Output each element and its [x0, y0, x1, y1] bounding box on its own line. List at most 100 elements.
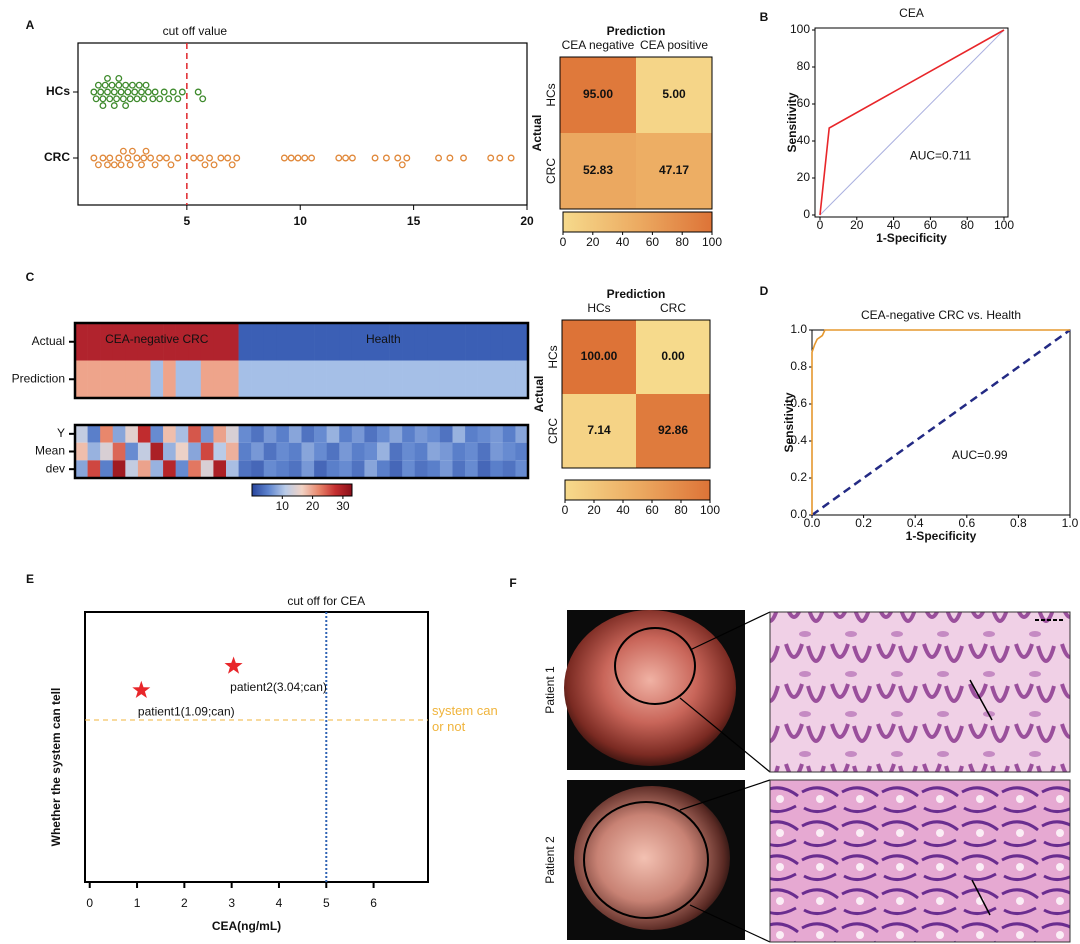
cell [226, 442, 239, 461]
point [197, 154, 204, 162]
cutoff-label: cut off for CEA [287, 594, 365, 608]
cell [112, 360, 126, 398]
x-tick-label: 0.2 [855, 516, 872, 530]
cell [414, 442, 428, 461]
point [151, 161, 159, 169]
panel-letter: C [26, 270, 35, 284]
point [348, 154, 356, 162]
cell [150, 460, 164, 478]
point [104, 74, 111, 82]
cell [150, 425, 164, 443]
point [174, 154, 182, 162]
point [301, 154, 309, 162]
cell [490, 425, 504, 443]
cell [490, 442, 504, 461]
cell [188, 442, 202, 461]
cell [515, 460, 529, 478]
cell [251, 323, 265, 361]
y-tick-label: 100 [790, 22, 810, 36]
point [224, 154, 232, 162]
colorbar-tick-label: 60 [646, 235, 660, 249]
cell [125, 425, 139, 443]
point [140, 95, 148, 103]
cell [562, 394, 636, 468]
colorbar-tick-label: 80 [676, 235, 690, 249]
cell [175, 460, 189, 478]
point [156, 95, 164, 103]
cell [301, 460, 315, 478]
point [149, 95, 157, 103]
cell [125, 323, 139, 361]
point [122, 102, 130, 110]
x-tick-label: 100 [994, 218, 1014, 232]
point [115, 81, 123, 89]
cell [263, 360, 277, 398]
cell [276, 425, 290, 443]
point [119, 95, 127, 103]
point [94, 81, 102, 89]
cell [477, 442, 491, 461]
cell [439, 442, 453, 461]
colorbar-tick-label: 20 [587, 503, 601, 517]
cell [263, 442, 277, 461]
point [160, 88, 168, 96]
cell [490, 323, 504, 361]
connector [689, 904, 771, 943]
cell-label: 95.00 [583, 87, 613, 101]
colorbar [564, 479, 711, 501]
cell [213, 460, 227, 478]
point [201, 161, 209, 169]
auc-label: AUC=0.711 [910, 149, 972, 163]
colorbar-tick-label: 100 [702, 235, 722, 249]
y-tick-label: 80 [797, 59, 811, 73]
x-tick-label: 80 [961, 218, 975, 232]
y-axis-label: Sensitivity [785, 92, 799, 152]
point [90, 88, 98, 96]
point [126, 161, 134, 169]
point [99, 102, 107, 110]
arrow [969, 679, 993, 721]
cell [351, 360, 365, 398]
point [199, 95, 207, 103]
point [133, 95, 141, 103]
cell [377, 323, 390, 361]
point [342, 154, 350, 162]
cell [288, 425, 302, 443]
cell [188, 323, 202, 361]
endoscopy-view [574, 786, 730, 930]
panel-letter: A [26, 18, 35, 32]
point [110, 161, 118, 169]
colorbar-tick-label: 0 [562, 503, 569, 517]
cell [351, 425, 365, 443]
colorbar [251, 483, 353, 497]
cell [200, 425, 214, 443]
cell [314, 460, 327, 478]
x-tick-label: 4 [276, 896, 283, 910]
point [394, 154, 402, 162]
point [117, 88, 125, 96]
reference-diagonal [819, 29, 1005, 216]
cell [200, 460, 214, 478]
cell [377, 360, 390, 398]
cell [414, 323, 428, 361]
cell [389, 425, 403, 443]
cell [339, 425, 353, 443]
point [124, 88, 132, 96]
cell [427, 442, 441, 461]
cell-label: 100.00 [581, 349, 618, 363]
cell [326, 442, 340, 461]
colorbar-tick-label: 20 [586, 235, 600, 249]
cell [465, 442, 478, 461]
cell [100, 360, 114, 398]
x-tick-label: 5 [323, 896, 330, 910]
point [190, 154, 198, 162]
point [169, 88, 177, 96]
cell [276, 442, 290, 461]
cell [364, 360, 378, 398]
cell [226, 425, 239, 443]
point [178, 88, 186, 96]
row-label: HCs [546, 345, 560, 368]
y-tick-label: 1.0 [790, 322, 807, 336]
point [435, 154, 443, 162]
y-tick-label: 0.2 [790, 470, 807, 484]
